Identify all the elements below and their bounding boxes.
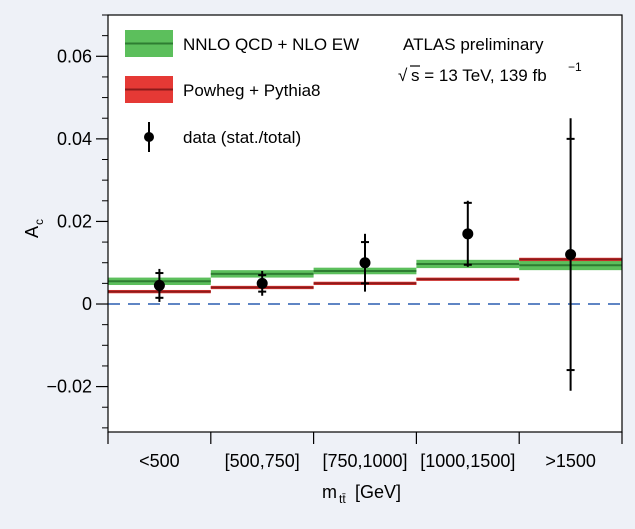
data-point-bin-1	[256, 277, 268, 289]
x-axis: <500 [500,750] [750,1000] [1000,1500] >1500	[107, 432, 623, 471]
energy-text: s = 13 TeV, 139 fb	[411, 66, 547, 85]
x-category-label-0: <500	[139, 451, 180, 471]
y-tick-label-0: −0.02	[46, 377, 92, 397]
energy-superscript: −1	[568, 60, 582, 74]
y-axis-title: A c	[22, 219, 46, 238]
legend-item-powheg: Powheg + Pythia8	[125, 76, 321, 103]
legend-item-nnlo: NNLO QCD + NLO EW	[125, 30, 359, 57]
data-point-bin-0	[153, 279, 165, 291]
sqrt-symbol: √	[398, 66, 408, 85]
y-tick-label-4: 0.06	[57, 46, 92, 66]
legend: NNLO QCD + NLO EW Powheg + Pythia8 data …	[125, 30, 359, 152]
x-category-label-1: [500,750]	[225, 451, 300, 471]
data-point-bin-4	[565, 248, 577, 260]
x-axis-title-unit: [GeV]	[355, 482, 401, 502]
legend-item-data: data (stat./total)	[144, 122, 301, 152]
points-layer	[153, 118, 577, 391]
legend-label-nnlo: NNLO QCD + NLO EW	[183, 35, 359, 54]
x-axis-title-main: m	[322, 482, 337, 502]
plot-frame	[107, 14, 623, 433]
energy-label: √ s = 13 TeV, 139 fb −1	[398, 60, 582, 85]
data-point-bin-2	[359, 257, 371, 269]
y-tick-label-2: 0.02	[57, 211, 92, 231]
x-category-label-2: [750,1000]	[322, 451, 407, 471]
x-axis-title-sub: tt̄	[339, 492, 346, 506]
plot-area-background	[108, 15, 622, 432]
y-axis-title-main: A	[22, 226, 42, 238]
x-axis-title: m tt̄ [GeV]	[322, 482, 401, 506]
data-point-bin-3	[462, 228, 474, 240]
y-tick-label-1: 0	[82, 294, 92, 314]
legend-label-powheg: Powheg + Pythia8	[183, 81, 321, 100]
x-category-label-4: >1500	[545, 451, 596, 471]
x-category-label-3: [1000,1500]	[420, 451, 515, 471]
legend-swatch-data-marker	[144, 132, 154, 142]
y-axis-title-sub: c	[32, 219, 46, 225]
y-axis: −0.02 0 0.02 0.04 0.06	[46, 14, 108, 429]
legend-label-data: data (stat./total)	[183, 128, 301, 147]
experiment-label: ATLAS preliminary	[403, 35, 544, 54]
y-tick-label-3: 0.04	[57, 129, 92, 149]
